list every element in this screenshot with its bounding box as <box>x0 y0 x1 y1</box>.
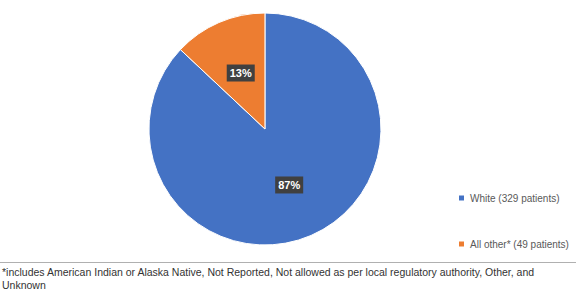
svg-text:13%: 13% <box>230 67 252 79</box>
svg-text:White (329 patients): White (329 patients) <box>470 193 560 204</box>
svg-text:All other* (49 patients): All other* (49 patients) <box>470 239 569 250</box>
svg-text:87%: 87% <box>278 179 300 191</box>
html-text:*includes American Indian or A: *includes American Indian or Alaska Nati… <box>2 266 535 291</box>
